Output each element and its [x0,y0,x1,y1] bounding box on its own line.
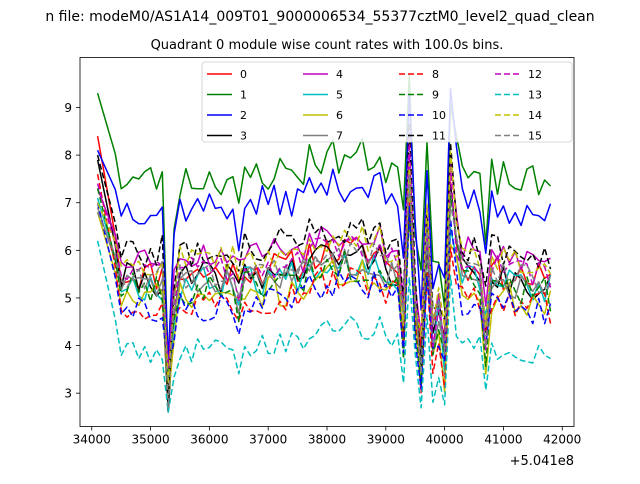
y-axis: 3 4 5 6 7 8 9 [64,101,80,401]
figure-suptitle: n file: modeM0/AS1A14_009T01_9000006534_… [45,9,594,25]
legend-label-11: 11 [432,130,446,143]
x-tick-label: 41000 [484,433,522,447]
x-tick-label: 35000 [131,433,169,447]
series-line-14 [96,151,552,384]
series-line-4 [96,158,551,380]
x-tick-label: 36000 [190,433,228,447]
x-tick-label: 40000 [426,433,464,447]
y-tick-label: 7 [64,196,72,210]
legend-label-7: 7 [336,130,343,143]
series-line-6 [96,197,552,401]
legend-label-1: 1 [240,89,247,102]
x-axis: 34000 35000 36000 37000 38000 39000 40000 41000… [73,426,581,447]
legend-label-8: 8 [432,68,439,81]
x-tick-label: 37000 [249,433,287,447]
y-tick-label: 6 [64,244,72,258]
legend-label-2: 2 [240,109,247,122]
y-tick-label: 3 [64,387,72,401]
series-line-2 [96,87,552,362]
legend-label-10: 10 [432,109,446,122]
y-tick-label: 9 [64,101,72,115]
x-tick-label: 38000 [308,433,346,447]
y-tick-label: 8 [64,149,72,163]
series-layer [96,73,552,413]
x-tick-label: 39000 [367,433,405,447]
series-line-10 [96,202,552,390]
legend-label-6: 6 [336,109,343,122]
y-tick-label: 5 [64,291,72,305]
series-line-12 [96,138,552,369]
series-line-15 [96,173,552,409]
legend-label-9: 9 [432,89,439,102]
x-tick-label: 34000 [73,433,111,447]
legend-label-15: 15 [528,130,542,143]
legend-box [201,61,573,143]
legend-label-4: 4 [336,68,343,81]
x-offset-label: +5.041e8 [510,454,574,469]
legend-label-12: 12 [528,68,542,81]
chart-title: Quadrant 0 module wise count rates with … [151,38,504,53]
legend-label-13: 13 [528,89,542,102]
legend-label-5: 5 [336,89,343,102]
series-line-13 [96,240,551,413]
x-tick-label: 42000 [543,433,581,447]
legend-label-14: 14 [528,109,542,122]
legend-label-0: 0 [240,68,247,81]
legend-label-3: 3 [240,130,247,143]
y-tick-label: 4 [64,339,72,353]
